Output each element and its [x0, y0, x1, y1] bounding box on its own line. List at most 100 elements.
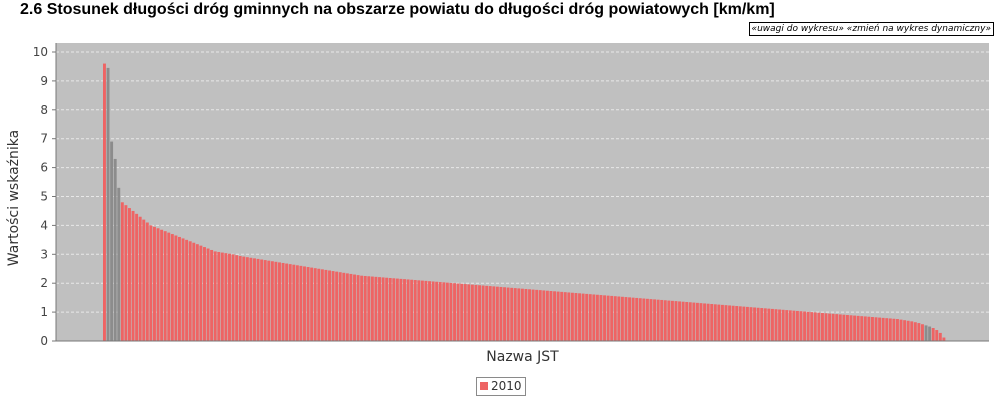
bar — [649, 299, 653, 341]
legend-label: 2010 — [491, 379, 522, 393]
bar — [206, 248, 210, 341]
bar — [410, 279, 414, 341]
bar — [406, 279, 410, 341]
bar — [710, 304, 714, 341]
bar — [860, 316, 864, 341]
bar — [138, 216, 142, 341]
bar — [317, 268, 321, 341]
bar — [578, 293, 582, 341]
y-tick-label: 0 — [40, 334, 48, 348]
bar — [924, 325, 928, 341]
bar — [667, 300, 671, 341]
bar — [681, 301, 685, 341]
bar — [513, 288, 517, 341]
bar — [385, 277, 389, 341]
bar — [838, 314, 842, 341]
bar — [113, 158, 117, 341]
bar — [631, 297, 635, 341]
bar — [106, 67, 110, 342]
bar — [563, 292, 567, 341]
bar — [810, 312, 814, 341]
bar — [538, 290, 542, 341]
bar — [795, 310, 799, 341]
bar — [378, 277, 381, 341]
bar — [353, 274, 356, 341]
bar — [349, 273, 353, 341]
bar — [695, 302, 699, 341]
bar — [245, 257, 249, 341]
y-tick-label: 8 — [40, 103, 48, 117]
bar — [342, 272, 346, 341]
bar — [817, 312, 821, 341]
bar — [213, 251, 217, 341]
bar — [438, 282, 442, 341]
bar — [520, 288, 524, 341]
bar — [613, 296, 617, 341]
bar — [417, 280, 421, 341]
bar — [424, 280, 428, 341]
y-tick-label: 6 — [40, 161, 48, 175]
bar — [599, 295, 603, 341]
bar — [288, 264, 292, 341]
bar — [120, 202, 124, 341]
bar — [103, 63, 106, 342]
bar — [931, 328, 935, 341]
y-tick-label: 7 — [40, 132, 48, 146]
chart-comments-link[interactable]: «uwagi do wykresu» — [751, 24, 844, 34]
bar — [913, 322, 917, 341]
bar — [324, 269, 328, 341]
bar — [270, 261, 274, 341]
bar — [645, 298, 649, 341]
bar — [549, 291, 553, 341]
bar — [685, 301, 689, 341]
bar — [249, 257, 253, 341]
bar — [374, 276, 378, 341]
bar — [553, 291, 557, 341]
bar — [310, 267, 314, 341]
bar — [278, 262, 281, 341]
bar — [660, 299, 664, 341]
bar — [478, 285, 481, 341]
bar — [145, 222, 149, 341]
y-axis: 0 1 2 3 4 5 6 7 8 9 10 — [33, 43, 57, 348]
bar — [703, 303, 707, 341]
bar — [545, 290, 549, 341]
bar — [910, 321, 914, 341]
bar — [620, 296, 624, 341]
bar — [903, 320, 907, 341]
bar — [203, 247, 206, 341]
bar — [874, 317, 878, 341]
bar — [320, 269, 324, 341]
bar — [799, 311, 803, 341]
bar — [117, 187, 121, 341]
y-tick-label: 2 — [40, 276, 48, 290]
legend: 2010 — [476, 377, 526, 396]
bar — [842, 314, 846, 341]
bar — [617, 296, 621, 341]
bar — [163, 231, 167, 341]
bar — [778, 309, 782, 341]
bar — [331, 271, 335, 341]
bar — [506, 287, 510, 341]
bar — [692, 302, 696, 341]
bar — [835, 314, 839, 341]
bar — [381, 277, 385, 341]
bar — [942, 337, 946, 341]
bar — [767, 308, 771, 341]
bar — [195, 244, 199, 341]
y-tick-label: 9 — [40, 74, 48, 88]
bar — [642, 298, 646, 341]
bar — [592, 294, 596, 341]
bar — [753, 307, 757, 341]
bar — [495, 286, 499, 341]
bar — [699, 303, 703, 341]
bar — [606, 295, 610, 341]
bar — [831, 313, 835, 341]
bar — [528, 289, 531, 341]
bar — [260, 259, 264, 341]
bar — [928, 326, 932, 341]
dynamic-chart-link[interactable]: «zmień na wykres dynamiczny» — [846, 24, 991, 34]
y-tick-label: 5 — [40, 190, 48, 204]
bar — [128, 208, 131, 341]
bar — [456, 283, 460, 341]
